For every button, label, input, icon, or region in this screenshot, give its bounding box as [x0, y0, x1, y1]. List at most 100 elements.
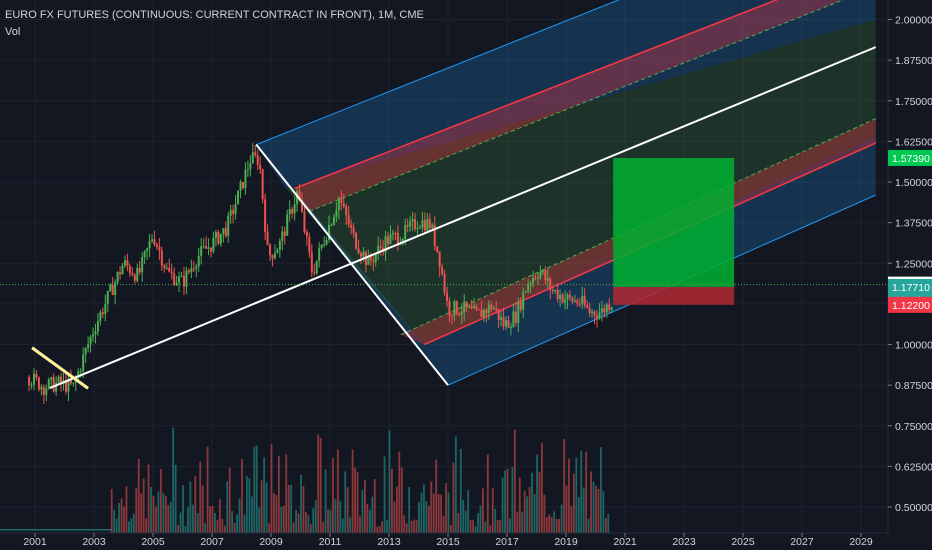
volume-bar — [295, 510, 297, 533]
volume-bar — [273, 493, 275, 533]
candle-body — [286, 214, 289, 236]
candle-body — [546, 278, 549, 281]
volume-bar — [450, 524, 452, 533]
candle-body — [458, 313, 461, 315]
volume-bar — [521, 511, 524, 533]
candle-body — [229, 210, 232, 216]
time-tick-label: 2011 — [319, 536, 342, 548]
candle-body — [246, 169, 249, 171]
volume-bar — [430, 481, 433, 533]
price-tick-label: 1.62500 — [895, 136, 932, 148]
volume-bar — [285, 454, 288, 533]
candle-body — [298, 191, 301, 200]
volume-bar — [332, 457, 334, 533]
price-axis[interactable]: 2.00000 1.87500 1.75000 1.62500 1.50000 1.375… — [887, 0, 932, 550]
price-tick-label: 0.87500 — [895, 380, 932, 392]
candle-body — [214, 231, 217, 238]
candle-body — [431, 224, 434, 229]
volume-bar — [597, 488, 600, 533]
volume-bar — [209, 506, 211, 533]
volume-bar — [356, 471, 359, 533]
candle-body — [423, 220, 426, 231]
volume-bar — [513, 429, 516, 533]
candle-body — [293, 204, 296, 214]
volume-bar — [577, 496, 580, 533]
candle-body — [106, 290, 109, 304]
volume-bar — [265, 482, 268, 533]
candle-body — [222, 228, 225, 234]
candle-body — [446, 292, 449, 301]
volume-bar — [477, 513, 479, 533]
candle-body — [610, 307, 613, 311]
volume-indicator-label[interactable]: Vol — [5, 26, 21, 38]
volume-bar — [415, 519, 418, 533]
volume-bar — [172, 427, 175, 533]
candle-body — [482, 309, 485, 318]
candle-body — [396, 233, 399, 245]
trend-lines[interactable] — [0, 46, 888, 390]
volume-bar — [282, 505, 285, 533]
candle-body — [450, 315, 453, 317]
candle-body — [178, 276, 181, 283]
volume-bar — [280, 506, 283, 533]
candle-body — [401, 238, 404, 243]
volume-bar — [253, 446, 256, 533]
volume-bar — [533, 493, 536, 533]
candle-body — [99, 312, 102, 322]
candle-body — [470, 306, 473, 309]
volume-bar — [491, 488, 494, 533]
volume-bar — [506, 468, 509, 533]
time-tick-label: 2015 — [436, 536, 460, 548]
time-tick-label: 2025 — [731, 536, 755, 548]
candle-body — [244, 169, 247, 189]
candle-body — [320, 244, 323, 248]
candle-body — [485, 309, 488, 314]
volume-bar — [381, 521, 384, 533]
candle-body — [529, 283, 532, 285]
price-tick-label: 1.75000 — [895, 96, 932, 108]
candle-body — [600, 308, 603, 313]
volume-bar — [302, 486, 305, 533]
volume-bar — [504, 470, 506, 533]
volume-bar — [260, 480, 263, 533]
candle-body — [126, 260, 129, 267]
candle-body — [273, 253, 276, 259]
volume-bar — [277, 456, 280, 533]
volume-bar — [359, 516, 361, 533]
volume-bar — [408, 486, 411, 533]
price-label-badge — [888, 278, 932, 295]
candle-body — [355, 232, 358, 249]
candle-body — [426, 219, 429, 231]
volume-bar — [305, 512, 307, 533]
volume-bar — [555, 518, 558, 533]
volume-bar — [440, 494, 443, 533]
volume-bar — [317, 434, 320, 533]
volume-bar — [378, 526, 381, 533]
candle-body — [421, 220, 424, 228]
volume-bar — [518, 477, 521, 533]
candle-body — [586, 305, 589, 308]
pitchfork-handle-line — [255, 144, 449, 386]
candle-body — [155, 244, 158, 247]
volume-bar — [361, 489, 364, 533]
time-axis[interactable]: 2001 2003 2005 2007 2009 2011 2013 2015 2017 2019… — [0, 532, 932, 550]
candle-body — [524, 291, 527, 293]
candle-body — [182, 275, 185, 287]
volume-bar — [231, 511, 234, 533]
candle-body — [92, 334, 95, 337]
volume-bar — [300, 475, 302, 533]
candle-body — [414, 219, 417, 230]
chart-title: EURO FX FUTURES (CONTINUOUS: CURRENT CON… — [5, 9, 424, 21]
candle-body — [47, 379, 50, 389]
candle-body — [158, 246, 161, 251]
volume-bar — [516, 511, 519, 533]
candle-body — [28, 377, 31, 386]
candle-body — [119, 272, 122, 275]
candle-body — [374, 254, 377, 262]
volume-bar — [110, 488, 113, 533]
candle-body — [411, 219, 414, 222]
candle-body — [418, 227, 421, 229]
volume-bar — [582, 487, 585, 533]
pitchfork-channel[interactable] — [256, 0, 877, 386]
